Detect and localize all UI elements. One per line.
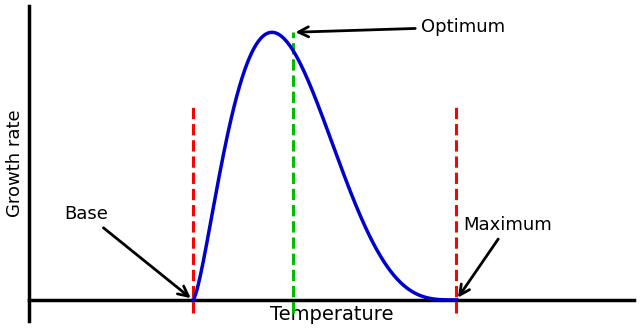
X-axis label: Temperature: Temperature: [270, 306, 394, 324]
Text: Maximum: Maximum: [460, 216, 552, 295]
Y-axis label: Growth rate: Growth rate: [6, 110, 24, 217]
Text: Optimum: Optimum: [298, 18, 505, 37]
Text: Base: Base: [65, 205, 188, 296]
